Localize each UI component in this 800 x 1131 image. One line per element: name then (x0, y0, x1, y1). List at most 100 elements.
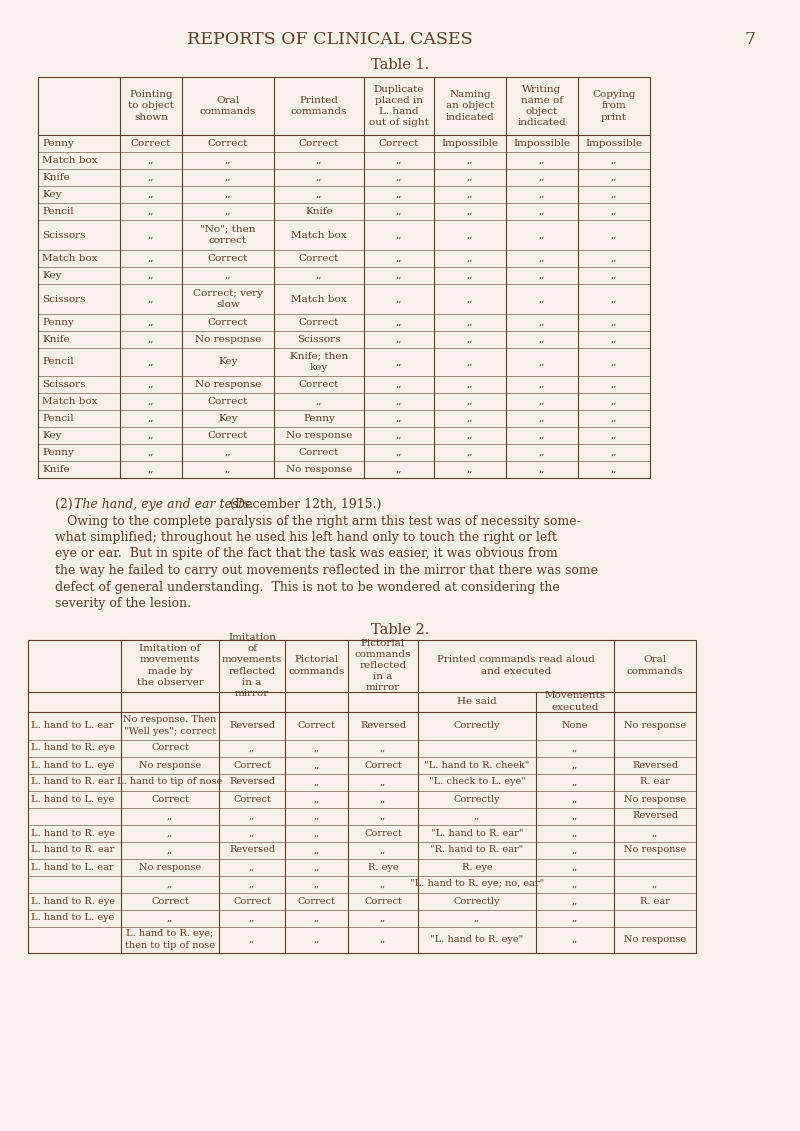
Text: Penny: Penny (42, 318, 74, 327)
Text: severity of the lesion.: severity of the lesion. (55, 597, 191, 610)
Text: ,,: ,, (396, 271, 402, 280)
Text: Penny: Penny (42, 139, 74, 148)
Text: ,,: ,, (466, 397, 474, 406)
Text: Correct: Correct (298, 897, 335, 906)
Text: ,,: ,, (396, 254, 402, 264)
Text: ,,: ,, (466, 380, 474, 389)
Text: ,,: ,, (167, 914, 173, 923)
Text: No response: No response (195, 335, 261, 344)
Text: Reversed: Reversed (360, 720, 406, 729)
Text: ,,: ,, (466, 231, 474, 240)
Text: Correct: Correct (299, 380, 339, 389)
Text: Correct: Correct (299, 318, 339, 327)
Text: Printed
commands: Printed commands (291, 96, 347, 116)
Text: ,,: ,, (148, 397, 154, 406)
Text: ,,: ,, (148, 318, 154, 327)
Text: L. hand to R. eye: L. hand to R. eye (31, 743, 115, 752)
Text: ,,: ,, (538, 254, 546, 264)
Text: No response: No response (624, 846, 686, 855)
Text: Correct: Correct (364, 829, 402, 837)
Text: Reversed: Reversed (229, 846, 275, 855)
Text: ,,: ,, (225, 207, 231, 216)
Text: Match box: Match box (42, 156, 98, 165)
Text: ,,: ,, (380, 880, 386, 889)
Text: "L. hand to R. ear": "L. hand to R. ear" (430, 829, 523, 837)
Text: ,,: ,, (148, 207, 154, 216)
Text: ,,: ,, (225, 448, 231, 457)
Text: No response: No response (286, 431, 352, 440)
Text: Correct: Correct (233, 794, 271, 803)
Text: Knife: Knife (305, 207, 333, 216)
Text: Pictorial
commands: Pictorial commands (288, 656, 345, 675)
Text: L. hand to R. ear: L. hand to R. ear (31, 777, 114, 786)
Text: ,,: ,, (314, 743, 320, 752)
Text: ,,: ,, (538, 156, 546, 165)
Text: ,,: ,, (396, 173, 402, 182)
Text: ,,: ,, (316, 271, 322, 280)
Text: Correct: Correct (379, 139, 419, 148)
Text: ,,: ,, (538, 318, 546, 327)
Text: Movements
executed: Movements executed (545, 691, 606, 711)
Text: ,,: ,, (466, 448, 474, 457)
Text: Correct: Correct (131, 139, 171, 148)
Text: ,,: ,, (148, 357, 154, 366)
Text: Correct: Correct (364, 760, 402, 769)
Text: Correctly: Correctly (454, 897, 500, 906)
Text: ,,: ,, (148, 231, 154, 240)
Text: None: None (562, 720, 588, 729)
Text: ,,: ,, (610, 254, 618, 264)
Text: ,,: ,, (572, 743, 578, 752)
Text: No response. Then
"Well yes"; correct: No response. Then "Well yes"; correct (123, 716, 217, 735)
Text: ,,: ,, (314, 935, 320, 944)
Text: defect of general understanding.  This is not to be wondered at considering the: defect of general understanding. This is… (55, 580, 560, 594)
Text: (2): (2) (55, 498, 77, 511)
Text: ,,: ,, (249, 880, 255, 889)
Text: ,,: ,, (380, 914, 386, 923)
Text: ,,: ,, (167, 846, 173, 855)
Text: ,,: ,, (572, 812, 578, 820)
Text: ,,: ,, (610, 448, 618, 457)
Text: L. hand to L. ear: L. hand to L. ear (31, 720, 114, 729)
Text: ,,: ,, (572, 935, 578, 944)
Text: Pointing
to object
shown: Pointing to object shown (128, 90, 174, 122)
Text: No response: No response (624, 935, 686, 944)
Text: ,,: ,, (572, 760, 578, 769)
Text: Pencil: Pencil (42, 414, 74, 423)
Text: Impossible: Impossible (586, 139, 642, 148)
Text: Reversed: Reversed (229, 720, 275, 729)
Text: ,,: ,, (466, 190, 474, 199)
Text: L. hand to L. eye: L. hand to L. eye (31, 760, 114, 769)
Text: Correct: Correct (298, 720, 335, 729)
Text: what simplified; throughout he used his left hand only to touch the right or lef: what simplified; throughout he used his … (55, 530, 557, 544)
Text: ,,: ,, (572, 846, 578, 855)
Text: Correct: Correct (208, 254, 248, 264)
Text: ,,: ,, (572, 829, 578, 837)
Text: ,,: ,, (538, 448, 546, 457)
Text: ,,: ,, (148, 254, 154, 264)
Text: ,,: ,, (249, 743, 255, 752)
Text: ,,: ,, (572, 794, 578, 803)
Text: ,,: ,, (538, 294, 546, 303)
Text: ,,: ,, (610, 318, 618, 327)
Text: Oral
commands: Oral commands (627, 656, 683, 675)
Text: ,,: ,, (610, 231, 618, 240)
Text: 7: 7 (745, 31, 755, 48)
Text: Correctly: Correctly (454, 794, 500, 803)
Text: ,,: ,, (474, 812, 480, 820)
Text: ,,: ,, (396, 156, 402, 165)
Text: ,,: ,, (396, 448, 402, 457)
Text: L. hand to L. ear: L. hand to L. ear (31, 863, 114, 872)
Text: ,,: ,, (314, 880, 320, 889)
Text: ,,: ,, (167, 812, 173, 820)
Text: ,,: ,, (249, 863, 255, 872)
Text: ,,: ,, (316, 173, 322, 182)
Text: ,,: ,, (396, 397, 402, 406)
Text: Correct: Correct (233, 897, 271, 906)
Text: ,,: ,, (396, 357, 402, 366)
Text: ,,: ,, (249, 829, 255, 837)
Text: ,,: ,, (610, 380, 618, 389)
Text: Reversed: Reversed (632, 760, 678, 769)
Text: ,,: ,, (148, 294, 154, 303)
Text: No response: No response (286, 465, 352, 474)
Text: Imitation of
movements
made by
the observer: Imitation of movements made by the obser… (137, 645, 203, 687)
